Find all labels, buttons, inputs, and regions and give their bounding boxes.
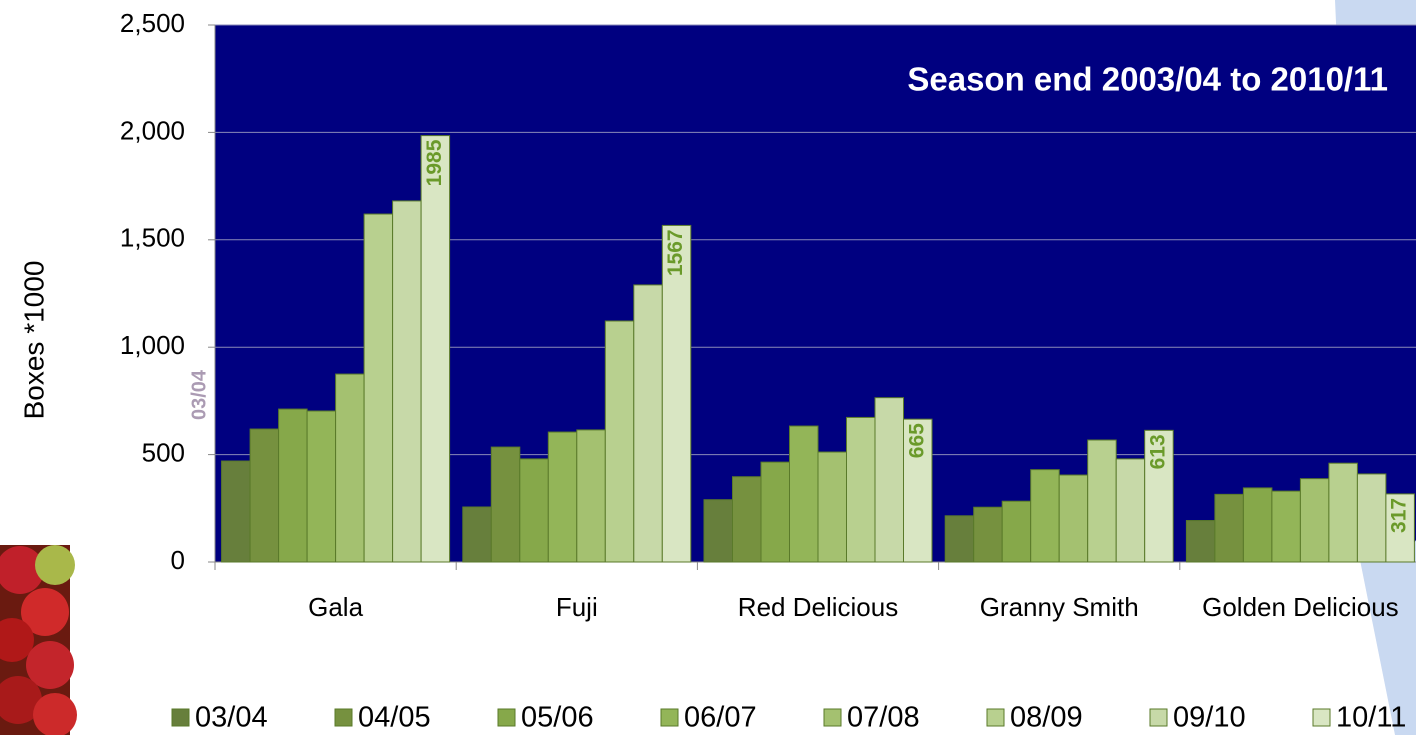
bar: [1186, 521, 1215, 562]
bar: [875, 398, 904, 562]
y-tick-label: 1,500: [120, 223, 185, 253]
annotation: 03/04: [188, 369, 210, 420]
bar: [1300, 479, 1329, 562]
bar: [634, 285, 663, 562]
legend-swatch: [172, 709, 189, 726]
chart-title: Season end 2003/04 to 2010/11: [907, 61, 1388, 98]
legend-label: 03/04: [195, 702, 268, 734]
bar: [279, 409, 308, 562]
legend-swatch: [661, 709, 678, 726]
legend-label: 07/08: [847, 702, 920, 734]
legend-swatch: [824, 709, 841, 726]
bar: [520, 459, 549, 562]
bar: [605, 321, 634, 562]
bar: [307, 411, 336, 562]
bar: [1002, 501, 1030, 562]
x-tick-label: Red Delicious: [713, 592, 923, 623]
y-tick-label: 500: [142, 437, 185, 467]
legend-swatch: [335, 709, 352, 726]
legend-label: 10/11: [1336, 702, 1406, 734]
chart: 0 500 1,000 1,500 2,000 2,500 1985 1567 665 613 31…: [0, 0, 1416, 735]
bar: [790, 426, 819, 562]
bar: [250, 429, 279, 562]
bar: [1329, 463, 1358, 562]
bar: [336, 374, 365, 562]
bar: [1116, 459, 1145, 562]
bar: [945, 516, 974, 562]
x-tick-label: Golden Delicious: [1195, 592, 1405, 623]
bar: [1215, 494, 1244, 562]
bar: [1357, 474, 1386, 562]
bar: [1243, 488, 1272, 562]
bar: [491, 447, 520, 562]
x-tick-label: Granny Smith: [954, 592, 1164, 623]
bar: [1272, 491, 1301, 562]
bar: [761, 462, 790, 562]
legend-swatch: [1313, 709, 1330, 726]
page: {"chart_data": { "type": "bar", "title":…: [0, 0, 1416, 735]
y-axis-label: Boxes *1000: [18, 261, 49, 420]
bar: [733, 477, 762, 562]
value-label: 1985: [423, 139, 446, 186]
y-tick-label: 2,500: [120, 8, 185, 38]
value-label: 665: [905, 423, 928, 458]
bar: [974, 507, 1003, 562]
legend-label: 06/07: [684, 702, 757, 734]
bar: [548, 432, 577, 562]
legend-label: 05/06: [521, 702, 594, 734]
bar: [1031, 470, 1060, 562]
legend-swatch: [1150, 709, 1167, 726]
legend-label: 09/10: [1173, 702, 1246, 734]
value-label: 317: [1388, 498, 1411, 533]
legend-swatch: [498, 709, 515, 726]
bar: [222, 461, 251, 562]
bar: [1059, 475, 1088, 562]
bar: [1088, 440, 1117, 562]
bar: [393, 201, 422, 562]
bar: [577, 430, 606, 562]
legend-label: 04/05: [358, 702, 431, 734]
y-tick-label: 2,000: [120, 115, 185, 145]
bar: [847, 417, 876, 562]
bar: [818, 452, 847, 562]
bar: [364, 214, 393, 562]
legend-label: 08/09: [1010, 702, 1083, 734]
bar: [463, 507, 492, 562]
bar: [421, 136, 450, 562]
x-tick-label: Gala: [231, 592, 441, 623]
value-label: 613: [1146, 434, 1169, 469]
x-tick-label: Fuji: [472, 592, 682, 623]
value-label: 1567: [664, 229, 687, 276]
legend-swatch: [987, 709, 1004, 726]
bar: [704, 500, 733, 562]
apple-image: [0, 545, 77, 735]
y-tick-label: 0: [171, 545, 185, 575]
y-tick-label: 1,000: [120, 330, 185, 360]
